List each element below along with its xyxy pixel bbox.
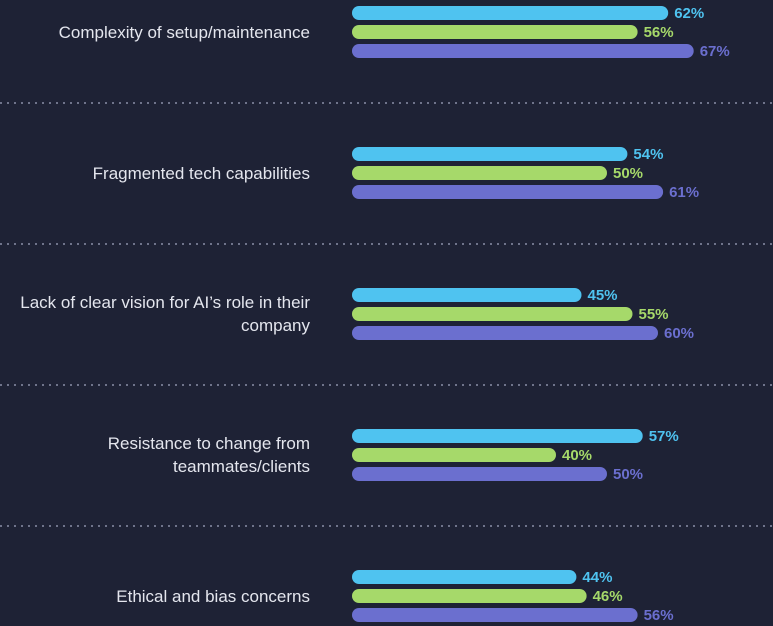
value-label: 57% — [649, 428, 679, 445]
value-label: 56% — [644, 24, 674, 41]
value-label: 46% — [593, 588, 623, 605]
value-label: 54% — [633, 146, 663, 163]
bar — [352, 467, 607, 481]
bar — [352, 326, 658, 340]
bar — [352, 25, 638, 39]
category-label: Lack of clear vision for AI’s role in th… — [10, 291, 310, 337]
bar — [352, 44, 694, 58]
value-label: 40% — [562, 447, 592, 464]
bar — [352, 288, 582, 302]
value-label: 45% — [588, 287, 618, 304]
category-label: Resistance to change from teammates/clie… — [10, 432, 310, 478]
value-label: 55% — [639, 306, 669, 323]
value-label: 56% — [644, 607, 674, 624]
category-label: Fragmented tech capabilities — [10, 162, 310, 185]
value-label: 62% — [674, 5, 704, 22]
bar — [352, 185, 663, 199]
bar — [352, 589, 587, 603]
chart: 62%56%67%54%50%61%45%55%60%57%40%50%44%4… — [0, 0, 773, 626]
value-label: 60% — [664, 325, 694, 342]
bar — [352, 429, 643, 443]
bar — [352, 448, 556, 462]
bar — [352, 147, 627, 161]
value-label: 50% — [613, 466, 643, 483]
value-label: 44% — [582, 569, 612, 586]
bar — [352, 608, 638, 622]
bar — [352, 166, 607, 180]
bar — [352, 570, 576, 584]
bar — [352, 6, 668, 20]
value-label: 50% — [613, 165, 643, 182]
value-label: 61% — [669, 184, 699, 201]
value-label: 67% — [700, 43, 730, 60]
category-label: Ethical and bias concerns — [10, 585, 310, 608]
category-label: Complexity of setup/maintenance — [10, 21, 310, 44]
bar — [352, 307, 633, 321]
